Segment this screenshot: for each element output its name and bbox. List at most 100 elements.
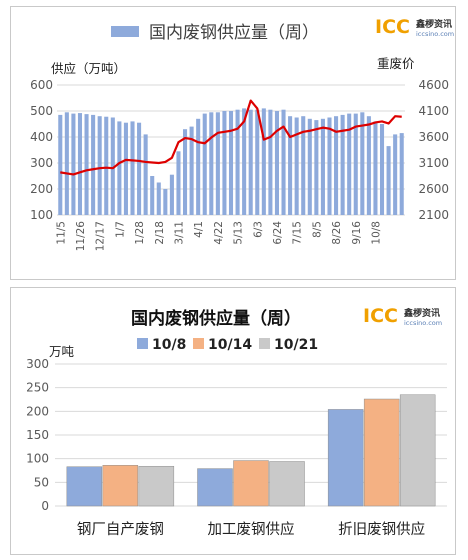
supply-bar [215,112,220,215]
x-tick-label: 10/8 [370,221,382,245]
breakdown-bar [138,465,175,507]
breakdown-bar [197,468,233,507]
legend-swatch-supply [111,26,139,37]
supply-bar [169,174,174,215]
x-tick-label: 6/3 [252,221,264,238]
supply-bar [58,114,63,215]
breakdown-bar [269,461,305,507]
supply-bar [123,122,128,215]
supply-bar [163,189,168,215]
y2-tick-label: 4600 [418,78,449,92]
x-tick-label: 7/15 [292,221,304,245]
logo-name: 鑫椤资讯 [415,18,452,30]
logo-mark: ICC [363,305,398,327]
supply-bar [307,118,312,215]
x-tick-label: 3/11 [173,221,185,245]
supply-bar [242,108,247,215]
supply-price-chart: 100 200 300 400 500 600 2100 2600 3100 3600 4100 4… [30,16,454,252]
category-label: 加工废钢供应 [208,520,295,538]
y-tick-label: 250 [26,381,49,395]
chart1-y-axis-label: 供应（万吨） [51,61,126,76]
supply-bar [150,176,155,215]
y-tick-label: 300 [26,357,49,371]
logo-url: iccsino.com [404,319,442,327]
supply-bar [386,146,391,215]
supply-bar [274,111,279,215]
supply-breakdown-chart: 0 50 100 150 200 250 300 钢厂自产废钢 加工废钢供应 折旧废钢供应 国内… [26,305,447,538]
legend-swatch [193,338,204,349]
x-tick-label: 12/17 [95,221,107,251]
x-tick-label: 4/22 [213,221,225,245]
x-tick-label: 1/7 [114,221,126,238]
supply-bar [64,112,69,215]
supply-bar [71,113,76,215]
y2-tick-label: 3100 [418,156,449,170]
supply-bar [327,117,332,215]
breakdown-bar [327,409,364,507]
breakdown-bar [399,394,436,507]
y-tick-label: 500 [30,104,53,118]
legend-label: 10/8 [152,337,186,353]
x-tick-label: 2/18 [154,221,166,245]
y-tick-label: 200 [30,182,53,196]
x-tick-label: 4/1 [193,221,205,238]
supply-bar [353,113,358,215]
supply-bar [130,121,135,215]
supply-bar [97,116,102,215]
y-tick-label: 600 [30,78,53,92]
chart2-y-axis-label: 万吨 [49,344,75,359]
supply-bar [301,116,306,215]
supply-bar [248,109,253,215]
supply-bar [143,134,148,215]
y-tick-label: 150 [26,428,49,442]
logo-mark: ICC [375,16,410,38]
breakdown-bar [102,465,139,507]
supply-bar [222,111,227,215]
supply-bar [196,118,201,215]
y2-tick-label: 3600 [418,130,449,144]
supply-bar [77,113,83,215]
category-label: 折旧废钢供应 [338,520,425,538]
supply-bar [228,111,234,215]
icc-logo-2: ICC 鑫椤资讯 iccsino.com [363,305,442,327]
supply-price-chart-panel: 100 200 300 400 500 600 2100 2600 3100 3600 4100 4… [10,6,456,280]
supply-bar [202,113,207,215]
y-tick-label: 50 [34,475,49,489]
supply-bar [340,114,345,215]
supply-bar [91,114,96,215]
x-tick-label: 5/13 [233,221,245,245]
supply-bar [314,120,319,215]
legend-swatch [137,338,148,349]
supply-bar [320,118,325,215]
legend-swatch [259,338,270,349]
breakdown-bar [233,460,269,507]
x-tick-label: 11/5 [55,221,67,245]
supply-bar [281,109,286,215]
supply-bar [366,116,371,215]
y2-tick-label: 2600 [418,182,449,196]
supply-bar [399,133,404,215]
y-tick-label: 400 [30,130,53,144]
icc-logo: ICC 鑫椤资讯 iccsino.com [375,16,454,38]
y-tick-label: 300 [30,156,53,170]
x-tick-label: 8/26 [331,221,343,245]
supply-bar [261,108,266,215]
category-label: 钢厂自产废钢 [77,521,164,538]
supply-bar [268,109,273,215]
logo-url: iccsino.com [416,30,454,38]
supply-bar [209,112,214,215]
legend-label: 10/21 [274,337,318,353]
supply-bar [176,151,181,215]
supply-bar [84,114,89,215]
chart2-title: 国内废钢供应量（周） [131,308,301,329]
x-tick-label: 11/26 [75,221,87,252]
x-tick-label: 8/5 [311,221,323,238]
supply-bar [156,182,161,215]
x-tick-label: 6/24 [272,221,284,245]
supply-bar [235,109,240,215]
y-tick-label: 100 [30,208,53,222]
breakdown-bar [363,398,400,507]
supply-bar [334,116,339,215]
x-tick-label: 9/16 [351,221,363,245]
supply-bar [360,112,365,215]
